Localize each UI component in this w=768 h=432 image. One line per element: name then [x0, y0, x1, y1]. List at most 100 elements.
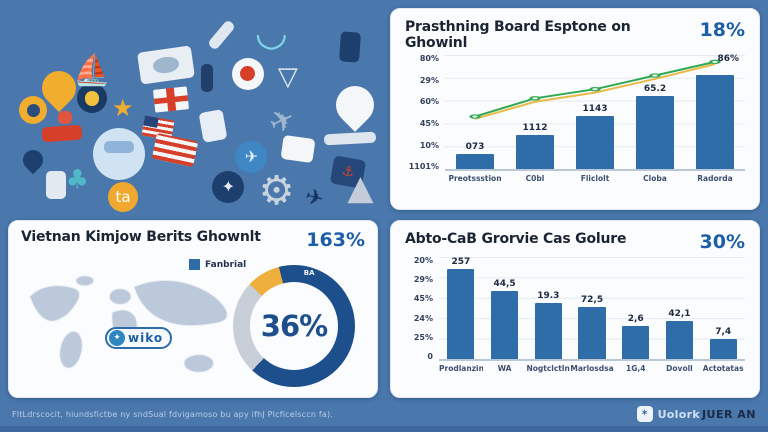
bar-value-label: 19.3 [537, 290, 560, 301]
x-category-label: Fliclolt [580, 174, 610, 184]
brand-logo-icon: ✶ [636, 406, 653, 422]
bar [516, 135, 554, 170]
bar-column: 2,6 [614, 257, 658, 359]
plot-area: 86% 073 1112 1143 65.2 [445, 54, 745, 172]
donut-center-value: 36% [260, 309, 328, 343]
yacht-icon [323, 131, 377, 146]
y-tick-label: 45% [419, 118, 439, 128]
star-pin-icon [19, 145, 48, 174]
panel-title: Abto-CaB Grorvie Cas Golure [405, 231, 627, 247]
camper-van-icon [136, 45, 195, 85]
y-tick-label: 0 [427, 351, 433, 361]
footer-note: FltLdrscocit, hiundsfictbe ny sndSual fd… [12, 409, 334, 419]
line-marker [469, 114, 481, 119]
y-tick-label: 24% [413, 313, 433, 323]
panel-title: Prasthning Board Esptone on Ghowinl [405, 19, 631, 52]
x-category-label: Marlosdsa [570, 364, 614, 373]
bar [665, 321, 693, 359]
bar-value-label: 257 [451, 257, 471, 267]
bar-chart: 20% 29% 45% 24% 25% 0 257 44,5 19.3 72,5 2,6 42,1 7… [405, 257, 745, 373]
striped-ticket-icon [152, 132, 199, 168]
world-map: ✦ wiko [21, 271, 239, 389]
collage: ⛵ ★ ◡ ▽ ♣ ta ✈ ✈ ⚓ ⚙ ✦ ▲ ✈ [0, 0, 386, 214]
stat-badge: 18% [699, 19, 745, 41]
hooded-person-icon [19, 96, 48, 125]
footer: FltLdrscocit, hiundsfictbe ny sndSual fd… [0, 403, 768, 425]
x-category-label: Cloba [643, 174, 667, 184]
brand-name-bold: JUER AN [701, 407, 756, 421]
manta-ray-icon: ✈ [263, 100, 302, 143]
bar-column: 073 [445, 55, 505, 170]
panel-title: Vietnan Kimjow Berits Ghownlt [21, 229, 261, 245]
y-axis: 80% 29% 60% 45% 10% 1101% [405, 55, 445, 171]
plot-area: 257 44,5 19.3 72,5 2,6 42,1 7,4 [439, 257, 745, 361]
pen-tube-icon [207, 19, 237, 52]
legend: Fanbrial [189, 259, 246, 270]
bar-column: 42,1 [658, 257, 702, 359]
bar-value-label: 7,4 [715, 326, 732, 337]
panel-header: Prasthning Board Esptone on Ghowinl 18% [405, 19, 745, 51]
y-tick-label: 80% [419, 54, 439, 64]
brand-label: wiko [128, 331, 164, 345]
red-boat-icon [41, 124, 83, 143]
footer-brand: ✶ Uolork JUER AN [636, 406, 756, 422]
y-tick-label: 25% [413, 332, 433, 342]
trend-lines [469, 59, 721, 169]
brand-name-light: Uolork [657, 407, 700, 421]
bar-value-label: 073 [465, 142, 485, 153]
standing-person-icon [200, 64, 213, 93]
panel-bar-chart: Abto-CaB Grorvie Cas Golure 30% 20% 29% 45… [390, 220, 760, 398]
panel-trend-chart: Prasthning Board Esptone on Ghowinl 18% … [390, 8, 760, 210]
y-tick-label: 1101% [408, 162, 439, 172]
donut-center: 36% [250, 282, 338, 370]
y-tick-label: 45% [413, 294, 433, 304]
y-tick-label: 29% [419, 75, 439, 85]
panel-map-donut: Vietnan Kimjow Berits Ghownlt 163% Fanbr… [8, 220, 378, 398]
bottom-strip [0, 426, 768, 432]
panel-header: Abto-CaB Grorvie Cas Golure 30% [405, 231, 745, 253]
sitting-person-icon [338, 31, 361, 63]
bar [709, 338, 737, 359]
bar-value-label: 42,1 [668, 309, 691, 320]
bar [578, 306, 606, 359]
cookie-plate-icon [77, 83, 108, 114]
yellow-trend-line [475, 64, 715, 119]
y-tick-label: 20% [413, 256, 433, 265]
y-axis: 20% 29% 45% 24% 25% 0 [405, 257, 439, 361]
x-category-label: Actotatas [702, 364, 744, 373]
bar-column [685, 55, 745, 170]
line-marker [649, 73, 661, 78]
x-category-label: Prodlanzintal [439, 364, 483, 373]
line-end-label: 86% [717, 54, 739, 65]
paper-boat-icon: ⛵ [73, 52, 111, 88]
line-marker [589, 87, 601, 92]
gear-badge-icon: ⚙ [258, 168, 295, 214]
brand-dot-icon: ✦ [109, 330, 125, 346]
bar-column: 1112 [505, 55, 565, 170]
perfume-bottle-icon [46, 171, 67, 200]
bar-column: 65.2 [625, 55, 685, 170]
x-axis: Prodlanzintal WA NogtclctlnalMarlosdsa 1G,4… [439, 364, 745, 373]
funnel-icon: ▽ [277, 62, 298, 93]
white-pin-icon [327, 77, 382, 132]
x-category-label: Dovoll [666, 364, 693, 373]
england-flag-icon [153, 86, 190, 113]
bar [447, 269, 475, 359]
combo-chart: 80% 29% 60% 45% 10% 1101% 86% 073 1112 1143 65.2… [405, 54, 745, 184]
passport-icon [198, 109, 228, 144]
bar-value-label: 44,5 [493, 278, 516, 289]
x-category-label: 1G,4 [626, 364, 646, 373]
canada-gear-badge-icon [231, 57, 264, 90]
donut-chart: BA 36% [233, 265, 355, 387]
y-tick-label: 60% [419, 97, 439, 107]
scooter-icon [104, 141, 135, 154]
paga-card-icon [280, 134, 316, 164]
donut-segment-label: BA [303, 269, 315, 277]
ta-badge-icon: ta [108, 181, 139, 212]
stat-badge: 163% [306, 229, 365, 251]
bar-value-label: 1143 [582, 103, 608, 114]
stat-badge: 30% [699, 231, 745, 253]
red-boat-cabin-icon [57, 111, 72, 125]
bar-column: 19.3 [526, 257, 570, 359]
